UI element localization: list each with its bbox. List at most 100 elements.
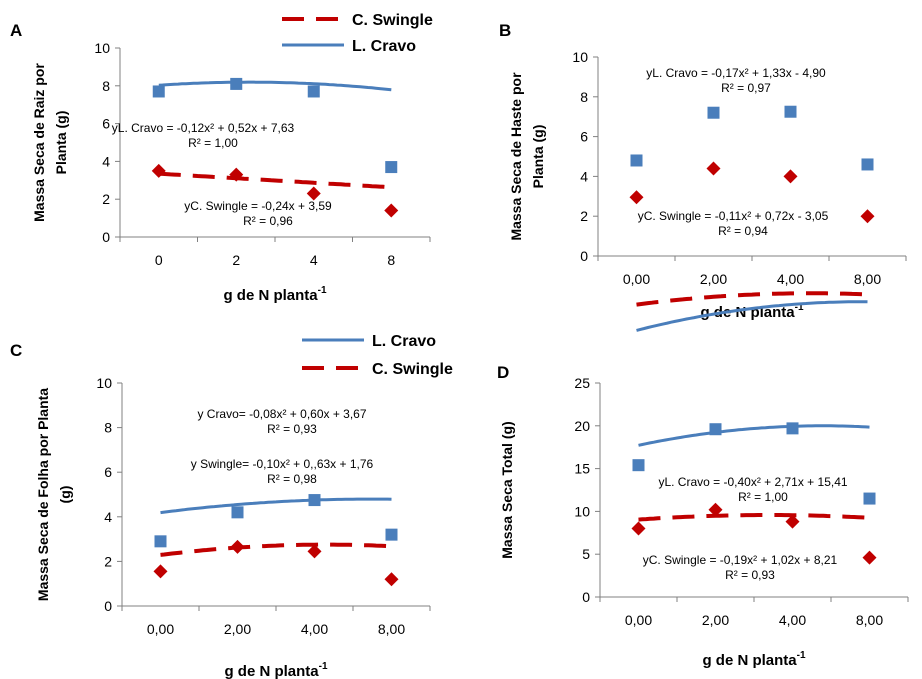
- c-swingle-data-point: [307, 544, 322, 559]
- x-tick-label: 0: [155, 252, 163, 268]
- l-cravo-data-point: [630, 154, 643, 167]
- x-tick-label: 0,00: [625, 612, 652, 628]
- y-axis-label: Massa Seca Total (g): [499, 421, 515, 558]
- l-cravo-data-point: [230, 77, 243, 90]
- x-tick-label: 4,00: [777, 271, 804, 287]
- y-tick-label: 10: [96, 375, 112, 391]
- chart-panel-c: C 0 2 4 6 8 10 0,00 2,00 4,00 8,00 Massa Seca de Fo…: [10, 333, 453, 679]
- x-axis-label-superscript: -1: [319, 661, 328, 672]
- x-tick-label: 8,00: [856, 612, 883, 628]
- y-tick-label: 2: [580, 208, 588, 224]
- l-cravo-trendline: [638, 424, 870, 447]
- y-axis-label: Massa Seca de Folha por Planta: [35, 388, 51, 601]
- panel-label: C: [10, 341, 22, 360]
- x-tick-label: 0,00: [147, 621, 174, 637]
- l-cravo-data-point: [308, 494, 321, 507]
- x-axis-label-superscript: -1: [797, 650, 806, 661]
- l-cravo-equation: yL. Cravo = -0,12x² + 0,52x + 7,63: [112, 121, 295, 135]
- x-tick-label: 2,00: [702, 612, 729, 628]
- y-tick-label: 15: [574, 461, 590, 477]
- c-swingle-data-point: [708, 502, 723, 517]
- l-cravo-equation: yL. Cravo = -0,40x² + 2,71x + 15,41: [658, 475, 847, 489]
- c-swingle-data-point: [860, 209, 875, 224]
- chart-panel-b: B 0 2 4 6 8 10 0,00 2,00 4,00 8,00 Massa Seca de Ha…: [499, 21, 907, 332]
- y-axis-label: Massa Seca de Raiz por: [31, 63, 47, 222]
- x-tick-label: 4,00: [779, 612, 806, 628]
- x-axis-label-text: g de N planta: [224, 663, 319, 679]
- y-tick-label: 8: [102, 78, 110, 94]
- l-cravo-data-point: [707, 106, 720, 119]
- l-cravo-data-point: [154, 535, 167, 548]
- y-tick-label: 10: [572, 49, 588, 65]
- x-tick-label: 8: [387, 252, 395, 268]
- l-cravo-equation: y Cravo= -0,08x² + 0,60x + 3,67: [197, 407, 366, 421]
- c-swingle-data-point: [785, 514, 800, 529]
- y-tick-label: 5: [582, 546, 590, 562]
- c-swingle-data-point: [229, 167, 244, 182]
- l-cravo-data-point: [385, 161, 398, 174]
- c-swingle-equation: R² = 0,98: [267, 472, 317, 486]
- c-swingle-data-point: [631, 521, 646, 536]
- l-cravo-equation: yL. Cravo = -0,17x² + 1,33x - 4,90: [646, 66, 826, 80]
- x-tick-label: 0,00: [623, 271, 650, 287]
- y-tick-label: 2: [102, 191, 110, 207]
- l-cravo-data-point: [385, 528, 398, 541]
- l-cravo-data-point: [786, 422, 799, 435]
- panel-label: B: [499, 21, 511, 40]
- c-swingle-equation: R² = 0,94: [718, 224, 768, 238]
- x-axis-label-text: g de N planta: [223, 287, 318, 304]
- panel-label: D: [497, 363, 509, 382]
- l-cravo-equation: R² = 0,97: [721, 81, 771, 95]
- c-swingle-equation: yC. Swingle = -0,19x² + 1,02x + 8,21: [643, 553, 838, 567]
- y-tick-label: 6: [102, 116, 110, 132]
- c-swingle-trendline: [638, 513, 870, 522]
- l-cravo-trendline: [636, 300, 868, 332]
- y-axis-label: Planta (g): [530, 125, 546, 189]
- l-cravo-equation: R² = 0,93: [267, 422, 317, 436]
- l-cravo-equation: R² = 1,00: [738, 490, 788, 504]
- legend-label: L. Cravo: [352, 38, 416, 55]
- c-swingle-trendline: [158, 171, 392, 190]
- panel-label: A: [10, 21, 22, 40]
- x-tick-label: 2,00: [224, 621, 251, 637]
- y-tick-label: 4: [102, 153, 110, 169]
- y-tick-label: 0: [102, 229, 110, 245]
- x-axis-label-text: g de N planta: [700, 304, 795, 321]
- legend-label: C. Swingle: [372, 361, 453, 378]
- x-tick-label: 2,00: [700, 271, 727, 287]
- y-tick-label: 0: [104, 598, 112, 614]
- c-swingle-data-point: [706, 161, 721, 176]
- y-axis-label: Massa Seca de Haste por: [508, 72, 524, 241]
- y-tick-label: 10: [94, 40, 110, 56]
- y-axis-label: Planta (g): [53, 111, 69, 175]
- c-swingle-equation: R² = 0,93: [725, 568, 775, 582]
- x-axis-label-superscript: -1: [795, 302, 804, 313]
- y-tick-label: 8: [104, 420, 112, 436]
- c-swingle-equation: R² = 0,96: [243, 214, 293, 228]
- y-tick-label: 20: [574, 418, 590, 434]
- y-axis-label: (g): [57, 486, 73, 504]
- x-tick-label: 8,00: [378, 621, 405, 637]
- x-axis-label: g de N planta-1: [700, 302, 804, 321]
- chart-panel-a: A 0 2 4 6 8 10 0 2 4 8 Massa Seca de Raiz por Planta…: [10, 12, 433, 304]
- l-cravo-data-point: [152, 85, 165, 98]
- c-swingle-data-point: [151, 163, 166, 178]
- c-swingle-data-point: [153, 564, 168, 579]
- l-cravo-data-point: [709, 423, 722, 436]
- y-tick-label: 6: [580, 129, 588, 145]
- y-tick-label: 0: [580, 248, 588, 264]
- x-axis-label-superscript: -1: [318, 285, 327, 296]
- x-axis-label-text: g de N planta: [702, 652, 797, 669]
- x-axis-label: g de N planta-1: [702, 650, 806, 669]
- x-tick-label: 4,00: [301, 621, 328, 637]
- c-swingle-data-point: [306, 186, 321, 201]
- l-cravo-data-point: [231, 506, 244, 519]
- c-swingle-trendline: [636, 291, 868, 307]
- c-swingle-data-point: [384, 572, 399, 587]
- c-swingle-data-point: [230, 539, 245, 554]
- x-axis-label: g de N planta-1: [224, 661, 328, 679]
- x-tick-label: 2: [232, 252, 240, 268]
- c-swingle-data-point: [783, 169, 798, 184]
- y-tick-label: 8: [580, 89, 588, 105]
